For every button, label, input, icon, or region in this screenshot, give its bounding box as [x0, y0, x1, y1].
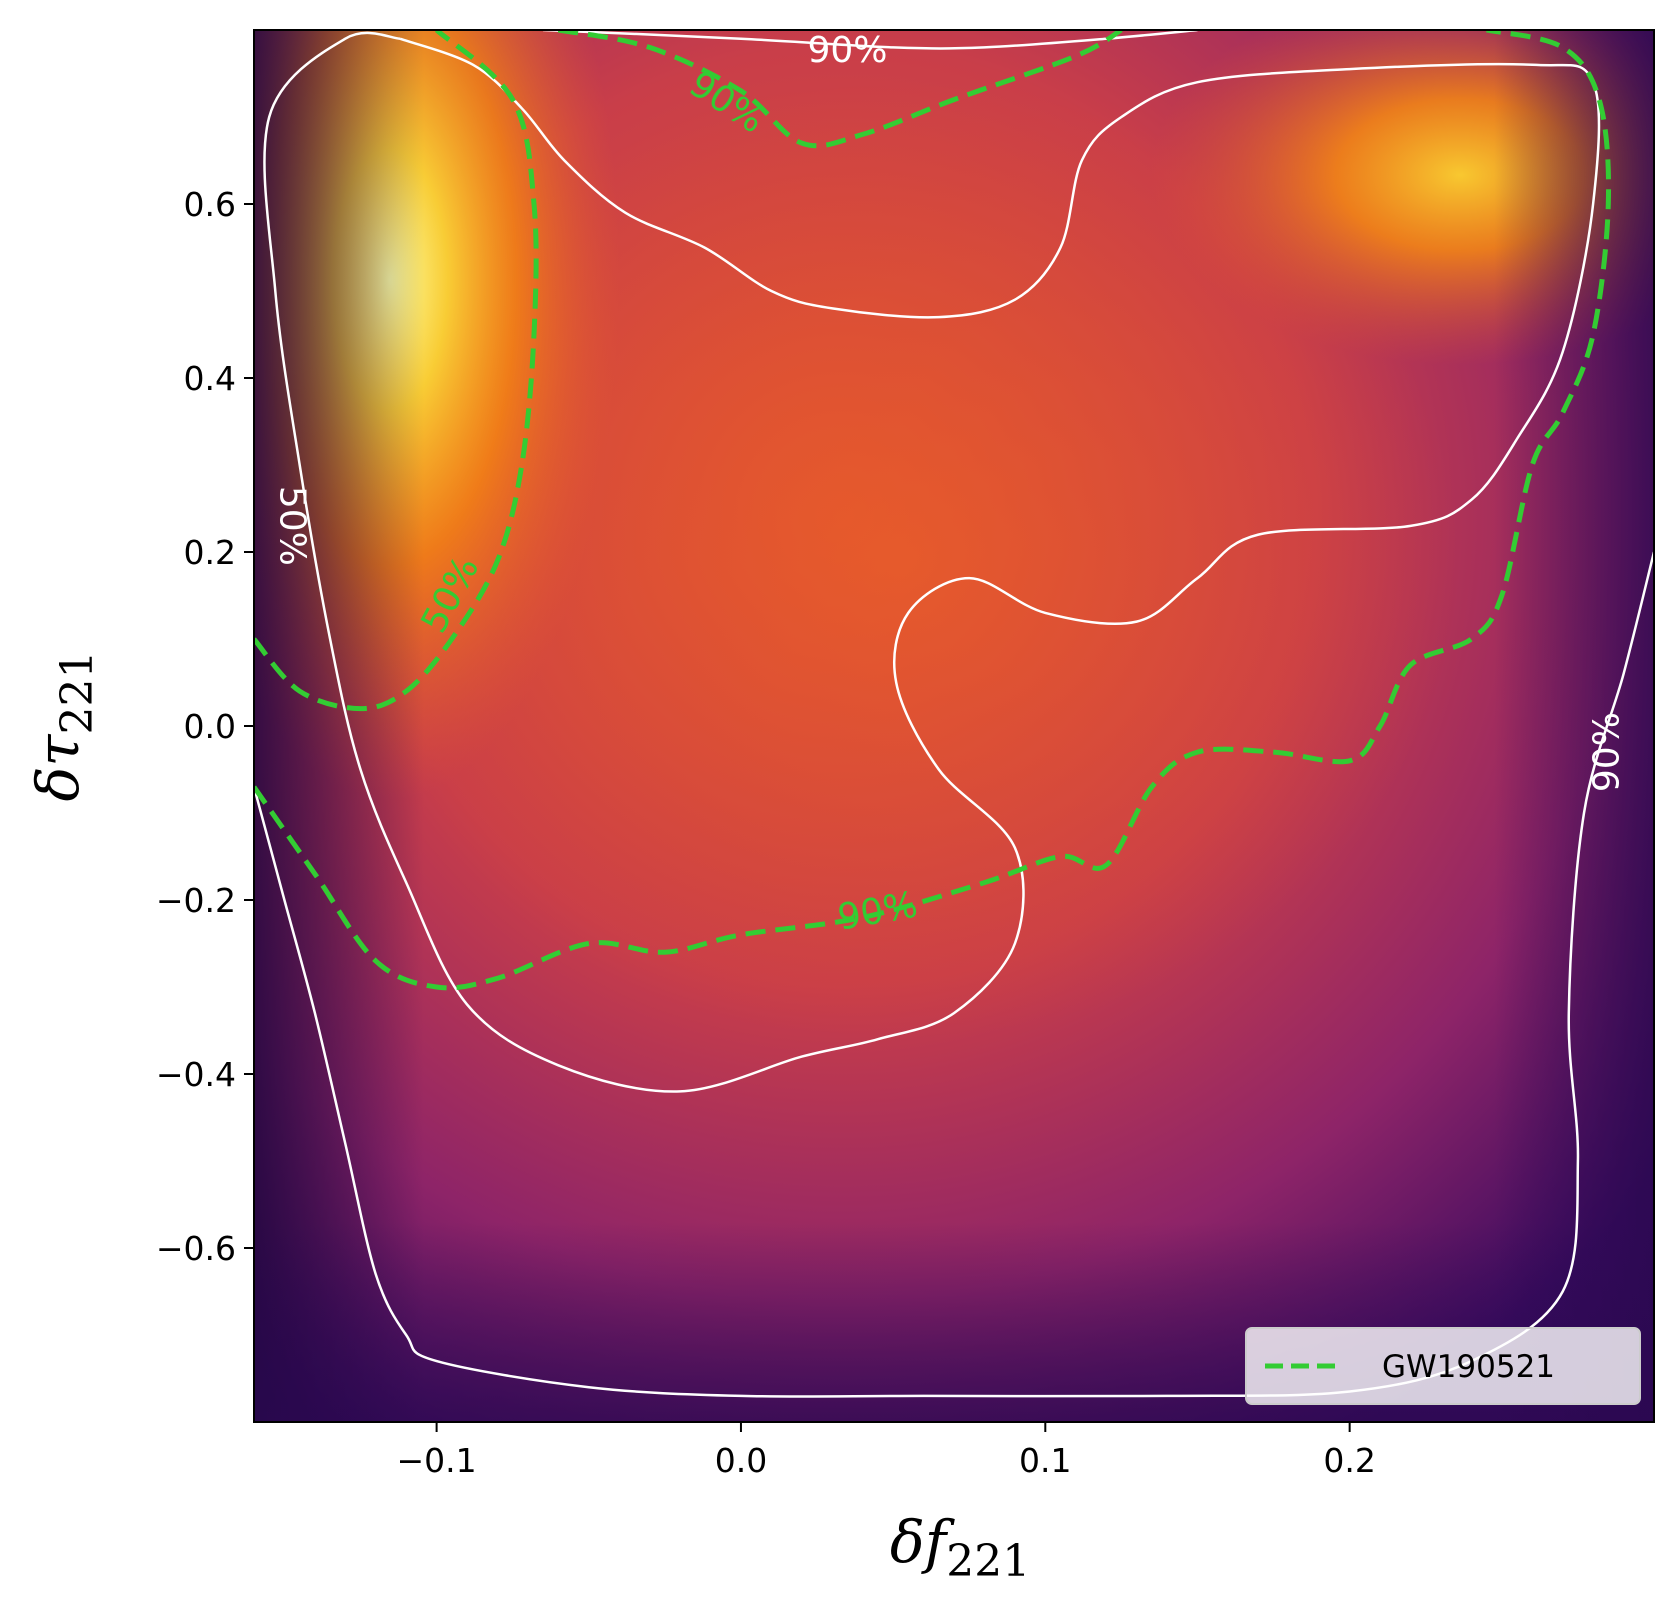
x-axis-label-sub: 221 — [946, 1536, 1030, 1587]
density-heatmap — [254, 30, 1654, 1422]
y-axis-ticks: 0.6 0.4 0.2 0.0 −0.2 −0.4 −0.6 — [156, 185, 254, 1268]
x-tick-label: 0.2 — [1323, 1441, 1375, 1480]
y-tick-label: −0.6 — [156, 1229, 236, 1268]
contour-label-5: 90% — [1586, 712, 1627, 792]
y-tick-label: 0.6 — [184, 185, 236, 224]
x-axis-label-main: δf — [890, 1508, 956, 1576]
contour-gw-50 — [254, 30, 539, 712]
contour-lines — [254, 30, 1654, 1398]
x-axis-label: δf221 — [890, 1508, 1030, 1587]
legend: GW190521 — [1245, 1327, 1641, 1405]
legend-label-gw190521: GW190521 — [1382, 1349, 1555, 1385]
x-tick-label: 0.1 — [1019, 1441, 1071, 1480]
contour-gw-90 — [254, 30, 1612, 991]
y-axis-label-main: δτ — [24, 734, 92, 802]
contour-gw-90-upper — [557, 30, 1123, 149]
contour-label-2: 50% — [272, 486, 313, 566]
y-tick-label: −0.2 — [156, 881, 236, 920]
y-axis-label-sub: 221 — [52, 651, 103, 735]
y-tick-label: 0.2 — [184, 533, 236, 572]
x-tick-label: −0.1 — [397, 1441, 477, 1480]
y-tick-label: 0.4 — [184, 359, 236, 398]
contour-label-0: 90% — [807, 30, 887, 71]
x-axis-ticks: −0.1 0.0 0.1 0.2 — [397, 1422, 1376, 1480]
legend-box — [1245, 1327, 1641, 1405]
y-tick-label: −0.4 — [156, 1055, 236, 1094]
y-axis-label: δτ221 — [24, 651, 103, 802]
y-tick-label: 0.0 — [184, 707, 236, 746]
x-tick-label: 0.0 — [715, 1441, 767, 1480]
contour-main-90 — [254, 551, 1654, 1398]
contour-main-50 — [263, 31, 1601, 1093]
